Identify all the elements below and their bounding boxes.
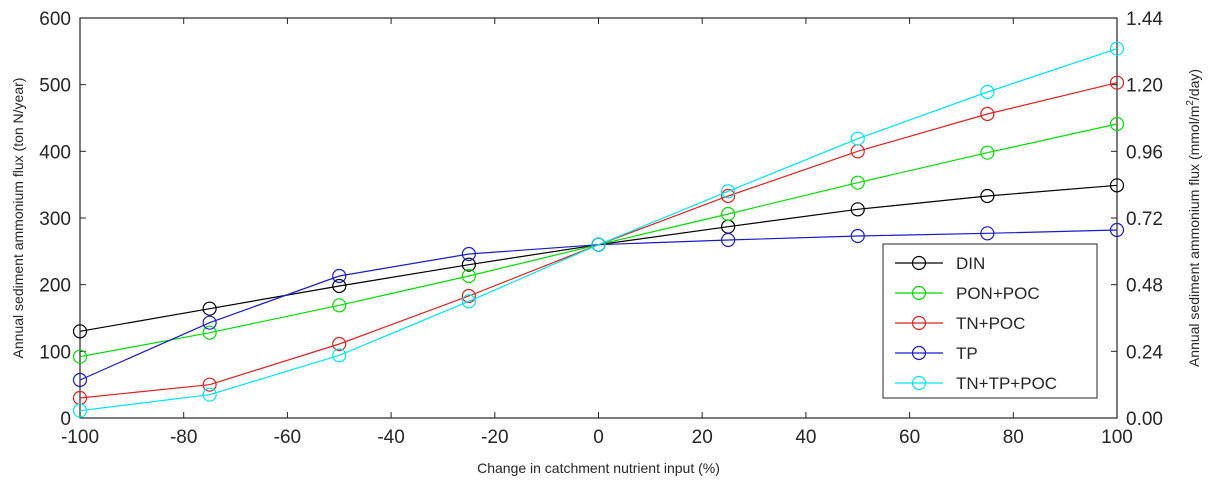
data-point-PON+POC <box>202 325 217 340</box>
data-point-DIN <box>1109 178 1125 193</box>
y-right-tick-label: 0.48 <box>1126 276 1163 297</box>
data-point-PON+POC <box>1109 116 1125 132</box>
data-point-TN+POC <box>1109 75 1125 90</box>
data-point-TN+TP+POC <box>461 294 476 309</box>
data-point-PON+POC <box>850 175 865 190</box>
y-right-tick-label: 0.72 <box>1126 209 1163 230</box>
y-left-tick-label: 300 <box>39 209 71 230</box>
legend-swatch-marker <box>911 285 927 301</box>
x-tick-label: -100 <box>61 427 99 448</box>
x-tick-label: 80 <box>1003 427 1024 448</box>
data-point-TP <box>332 268 347 284</box>
series-line-TN+TP+POC <box>79 48 1118 412</box>
data-point-TN+TP+POC <box>980 84 995 100</box>
data-point-TN+POC <box>461 288 476 304</box>
legend-label: TP <box>956 344 978 363</box>
y-left-tick-label: 0 <box>60 409 71 430</box>
data-point-PON+POC <box>332 298 347 313</box>
data-point-DIN <box>850 202 865 217</box>
y-left-tick-label: 500 <box>39 76 71 97</box>
y-right-tick-label: 1.44 <box>1126 9 1163 30</box>
data-point-DIN <box>461 257 476 272</box>
data-point-DIN <box>332 278 347 294</box>
x-tick-label: -80 <box>170 427 197 448</box>
data-point-TP <box>980 226 995 241</box>
legend-swatch-marker <box>911 255 927 271</box>
data-point-PON+POC <box>72 349 88 364</box>
x-tick-label: -20 <box>481 427 508 448</box>
x-axis-title: Change in catchment nutrient input (%) <box>477 460 720 476</box>
y-right-tick-label: 0.96 <box>1126 142 1163 163</box>
y-left-tick-label: 600 <box>39 9 71 30</box>
x-tick-label: 100 <box>1101 427 1133 448</box>
x-tick-label: 40 <box>795 427 816 448</box>
x-tick-label: 60 <box>899 427 920 448</box>
y-right-axis-title: Annual sediment ammonium flux (mmol/m2/d… <box>1185 69 1202 367</box>
x-tick-label: 0 <box>593 427 604 448</box>
data-point-TP <box>1109 222 1125 238</box>
y-left-tick-label: 100 <box>39 342 71 363</box>
data-point-DIN <box>202 301 217 316</box>
x-tick-label: -40 <box>377 427 404 448</box>
data-point-TP <box>850 228 865 244</box>
legend-swatch-marker <box>911 375 927 391</box>
data-point-DIN <box>980 188 995 204</box>
data-point-TN+POC <box>980 106 995 122</box>
data-point-TN+TP+POC <box>721 184 736 199</box>
legend-label: DIN <box>956 254 985 273</box>
y-left-axis-title: Annual sediment ammonium flux (ton N/yea… <box>10 78 26 359</box>
data-point-TN+TP+POC <box>72 403 88 418</box>
y-right-tick-label: 1.20 <box>1126 76 1163 97</box>
data-point-TP <box>721 232 736 248</box>
x-tick-label: 20 <box>692 427 713 448</box>
data-point-TN+TP+POC <box>850 131 865 146</box>
data-point-DIN <box>72 324 88 339</box>
data-point-PON+POC <box>721 206 736 222</box>
legend-label: PON+POC <box>956 284 1040 303</box>
data-point-PON+POC <box>461 268 476 284</box>
data-point-TN+TP+POC <box>1109 41 1125 56</box>
data-point-TP <box>72 372 88 388</box>
data-point-TN+POC <box>202 377 217 392</box>
data-point-TP <box>461 246 476 262</box>
x-tick-label: -60 <box>274 427 301 448</box>
y-left-tick-label: 200 <box>39 276 71 297</box>
y-left-tick-label: 400 <box>39 142 71 163</box>
y-right-tick-label: 0.00 <box>1126 409 1163 430</box>
data-point-TN+TP+POC <box>591 237 606 252</box>
data-point-TP <box>202 315 217 330</box>
legend-label: TN+TP+POC <box>956 374 1057 393</box>
legend-swatch-marker <box>911 315 927 331</box>
legend-label: TN+POC <box>956 314 1025 333</box>
data-point-TN+TP+POC <box>202 387 217 402</box>
data-point-TN+POC <box>721 188 736 204</box>
data-point-TN+POC <box>332 336 347 352</box>
legend-swatch-marker <box>911 345 927 361</box>
data-point-TN+TP+POC <box>332 348 347 363</box>
y-right-tick-label: 0.24 <box>1126 342 1163 363</box>
data-point-PON+POC <box>980 145 995 160</box>
